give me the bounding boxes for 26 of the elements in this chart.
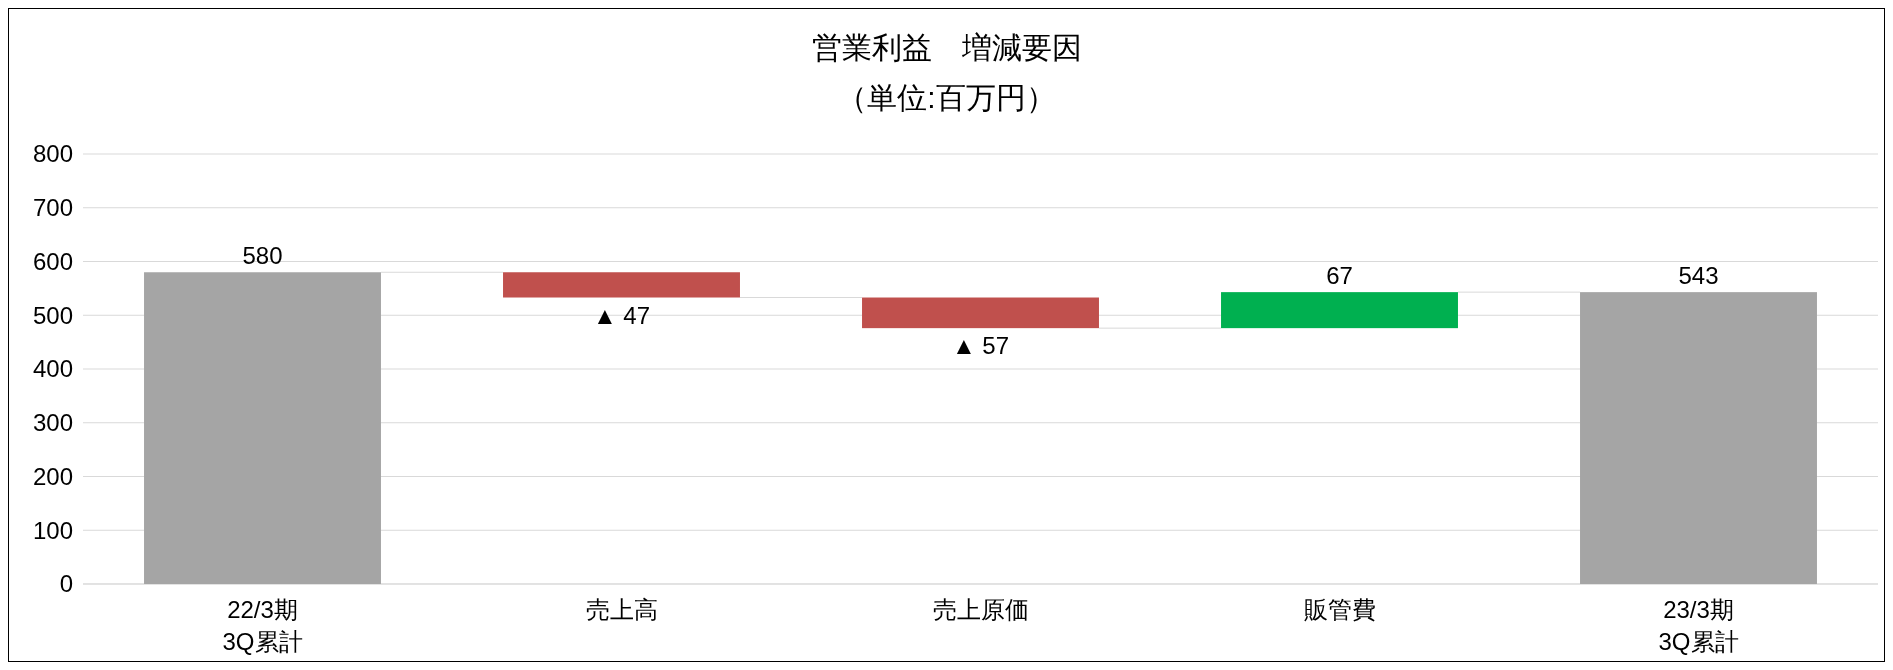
y-tick-label: 500: [32, 301, 73, 329]
bar: [1580, 292, 1817, 584]
y-tick-label: 400: [32, 355, 73, 383]
bar: [862, 297, 1099, 329]
data-label: 543: [1678, 262, 1719, 290]
x-tick-label: 販管費: [1303, 596, 1376, 623]
x-tick-label: 売上原価: [932, 596, 1029, 623]
x-tick-label: 23/3期 3Q累計: [1658, 596, 1739, 655]
data-label: ▲ 47: [592, 301, 651, 329]
data-label: ▲ 57: [951, 332, 1010, 360]
chart-title: 営業利益 増減要因: [811, 31, 1082, 64]
y-tick-label: 700: [32, 194, 73, 222]
y-tick-label: 100: [32, 516, 73, 544]
bar: [503, 272, 740, 298]
x-tick-label: 22/3期 3Q累計: [222, 596, 303, 655]
y-tick-label: 300: [32, 409, 73, 437]
bar: [1221, 292, 1458, 329]
chart-subtitle: （単位:百万円）: [837, 81, 1056, 114]
data-label: 580: [242, 242, 283, 270]
y-tick-label: 0: [59, 570, 73, 598]
y-tick-label: 600: [32, 247, 73, 275]
data-label: 67: [1326, 262, 1353, 290]
y-tick-label: 200: [32, 462, 73, 490]
y-tick-label: 800: [32, 140, 73, 168]
bar: [144, 272, 381, 584]
x-tick-label: 売上高: [585, 596, 658, 623]
